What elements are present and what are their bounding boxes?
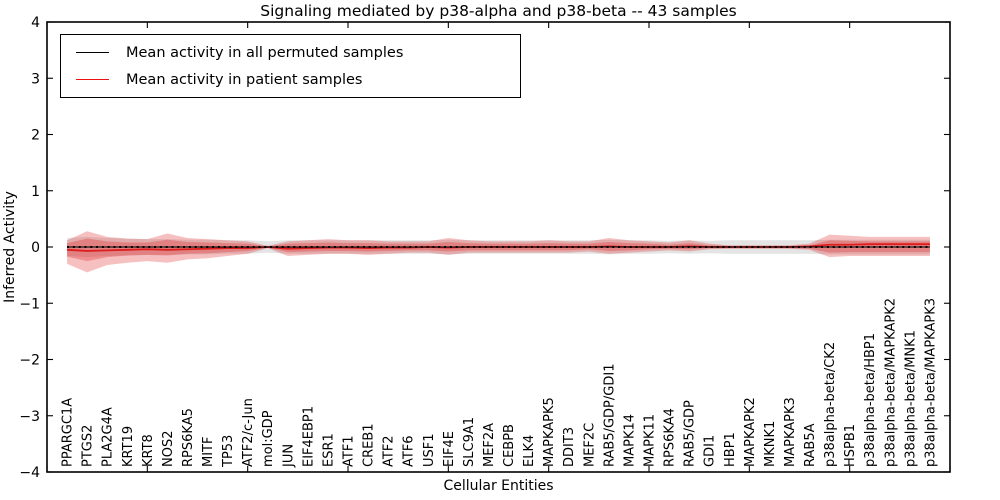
legend-item-patient: Mean activity in patient samples (61, 72, 520, 88)
x-tick-label: MITF (201, 437, 216, 467)
x-tick-label: HBP1 (723, 432, 738, 467)
y-tick-label: 3 (31, 71, 40, 87)
x-tick-label: ESR1 (321, 433, 336, 467)
x-tick-label: TP53 (221, 435, 236, 468)
x-tick-label: p38alpha-beta/MNK1 (903, 330, 918, 467)
x-tick-label: DDIT3 (562, 427, 577, 467)
x-axis-label: Cellular Entities (443, 478, 554, 494)
x-tick-label: ATF2 (382, 435, 397, 467)
patient-samples-inner-range-band (67, 238, 930, 262)
x-tick-label: p38alpha-beta/HBP1 (863, 333, 878, 467)
legend: Mean activity in all permuted samples Me… (60, 34, 521, 98)
x-tick-label: MKNK1 (763, 421, 778, 467)
x-tick-label: RAB5/GDP/GDI1 (602, 364, 617, 467)
x-tick-label: MEF2A (482, 423, 497, 467)
permuted-line-sample-icon (76, 52, 109, 53)
legend-label-permuted: Mean activity in all permuted samples (126, 44, 404, 61)
x-tick-label: CREB1 (362, 423, 377, 467)
x-tick-label: PTGS2 (81, 425, 96, 467)
y-axis-label: Inferred Activity (2, 191, 18, 303)
legend-label-patient: Mean activity in patient samples (126, 71, 363, 88)
x-tick-label: RAB5/GDP (683, 400, 698, 467)
y-tick-label: −4 (19, 465, 40, 481)
x-tick-label: MAPK11 (643, 414, 658, 467)
x-tick-label: EIF4EBP1 (301, 406, 316, 467)
x-tick-label: GDI1 (703, 435, 718, 467)
x-tick-label: PLA2G4A (101, 407, 116, 467)
x-tick-label: RPS6KA4 (663, 408, 678, 467)
patient-samples-outer-range-band (67, 231, 930, 273)
y-tick-label: 0 (31, 240, 40, 256)
x-tick-label: MAPKAPK5 (542, 397, 557, 467)
x-tick-label: MEF2C (582, 423, 597, 467)
y-tick-label: −1 (19, 296, 40, 312)
x-tick-label: CEBPB (502, 424, 517, 467)
y-tick-label: 4 (31, 15, 40, 31)
x-tick-label: p38alpha-beta/CK2 (823, 342, 838, 467)
x-tick-label: RAB5A (803, 423, 818, 467)
patient-line-sample-icon (76, 79, 109, 80)
x-tick-label: EIF4E (442, 431, 457, 467)
x-tick-label: ATF6 (402, 435, 417, 467)
x-tick-label: JUN (281, 444, 296, 468)
x-tick-label: ATF1 (342, 435, 357, 467)
x-tick-label: mol:GDP (261, 410, 276, 467)
chart-title: Signaling mediated by p38-alpha and p38-… (260, 2, 737, 20)
x-tick-label: PPARGC1A (61, 398, 76, 467)
x-tick-label: ELK4 (522, 435, 537, 467)
x-tick-label: MAPKAPK2 (743, 397, 758, 467)
x-tick-label: MAPK14 (622, 414, 637, 467)
x-tick-label: HSPB1 (843, 424, 858, 467)
x-tick-label: USF1 (422, 433, 437, 467)
x-tick-label: ATF2/c-Jun (241, 398, 256, 467)
y-tick-label: 2 (31, 128, 40, 144)
y-tick-label: −3 (19, 409, 40, 425)
x-tick-label: KRT8 (141, 434, 156, 467)
x-tick-label: MAPKAPK3 (783, 397, 798, 467)
x-tick-label: SLC9A1 (462, 417, 477, 467)
y-tick-label: −2 (19, 353, 40, 369)
x-tick-label: p38alpha-beta/MAPKAPK2 (883, 298, 898, 467)
x-tick-label: p38alpha-beta/MAPKAPK3 (923, 298, 938, 467)
x-tick-label: KRT19 (121, 426, 136, 467)
legend-item-permuted: Mean activity in all permuted samples (61, 45, 520, 61)
y-tick-label: 1 (31, 184, 40, 200)
x-tick-label: RPS6KA5 (181, 408, 196, 467)
x-tick-label: NOS2 (161, 431, 176, 467)
